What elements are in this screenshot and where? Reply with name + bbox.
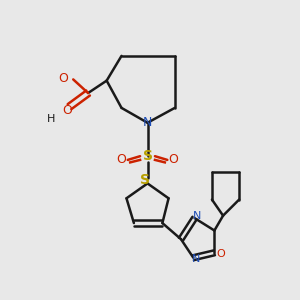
- Text: O: O: [169, 153, 178, 167]
- Text: N: N: [143, 116, 152, 129]
- Text: H: H: [47, 114, 55, 124]
- Text: O: O: [58, 72, 68, 85]
- Text: S: S: [140, 173, 150, 187]
- Text: O: O: [117, 153, 127, 167]
- Text: N: N: [193, 211, 201, 220]
- Text: S: S: [142, 149, 152, 163]
- Text: O: O: [62, 104, 72, 117]
- Text: O: O: [216, 249, 225, 259]
- Text: N: N: [192, 254, 200, 264]
